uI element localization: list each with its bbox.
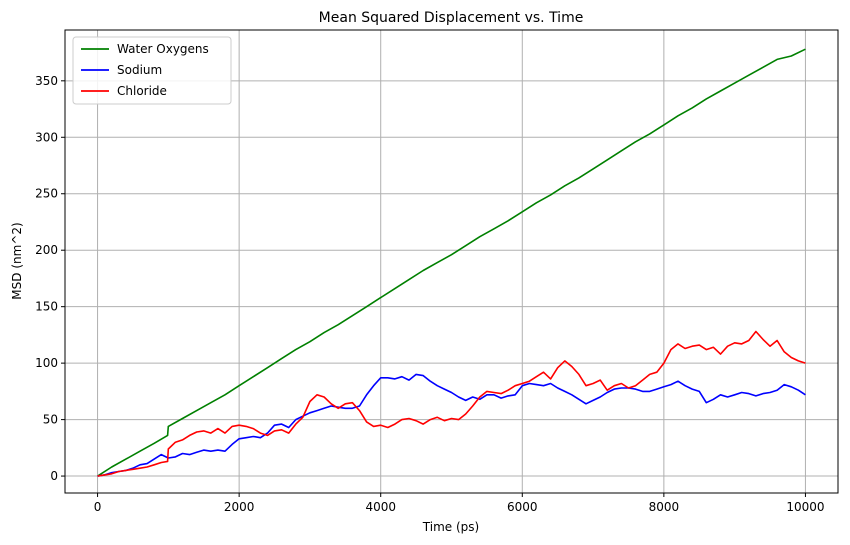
- y-tick-label: 150: [35, 300, 58, 314]
- x-tick-label: 10000: [786, 500, 824, 514]
- y-tick-label: 350: [35, 74, 58, 88]
- x-tick-label: 4000: [365, 500, 396, 514]
- series-line-water-oxygens: [97, 48, 806, 477]
- y-tick-label: 50: [43, 413, 58, 427]
- x-tick-label: 8000: [649, 500, 680, 514]
- series-layer: [97, 48, 806, 477]
- x-tick-label: 6000: [507, 500, 538, 514]
- legend-label-water-oxygens: Water Oxygens: [117, 42, 209, 56]
- legend-box: [72, 36, 232, 105]
- x-axis-label: Time (ps): [422, 520, 479, 534]
- series-line-chloride: [97, 330, 806, 477]
- ticks: 0 2000 4000 6000 8000 10000 0 50 100 150 200 250 300…: [35, 74, 824, 514]
- series-line-sodium: [97, 373, 806, 477]
- chart-title: Mean Squared Displacement vs. Time: [319, 10, 584, 26]
- y-tick-label: 250: [35, 187, 58, 201]
- y-axis-label: MSD (nm^2): [10, 222, 24, 299]
- legend: Water Oxygens Sodium Chloride: [72, 36, 232, 105]
- x-tick-label: 2000: [224, 500, 255, 514]
- y-tick-label: 300: [35, 130, 58, 144]
- y-tick-label: 200: [35, 243, 58, 257]
- y-tick-label: 100: [35, 356, 58, 370]
- grid: [65, 30, 838, 493]
- legend-label-sodium: Sodium: [117, 63, 162, 77]
- legend-label-chloride: Chloride: [117, 84, 167, 98]
- plot-frame: [64, 29, 839, 494]
- y-tick-label: 0: [50, 469, 58, 483]
- x-tick-label: 0: [94, 500, 102, 514]
